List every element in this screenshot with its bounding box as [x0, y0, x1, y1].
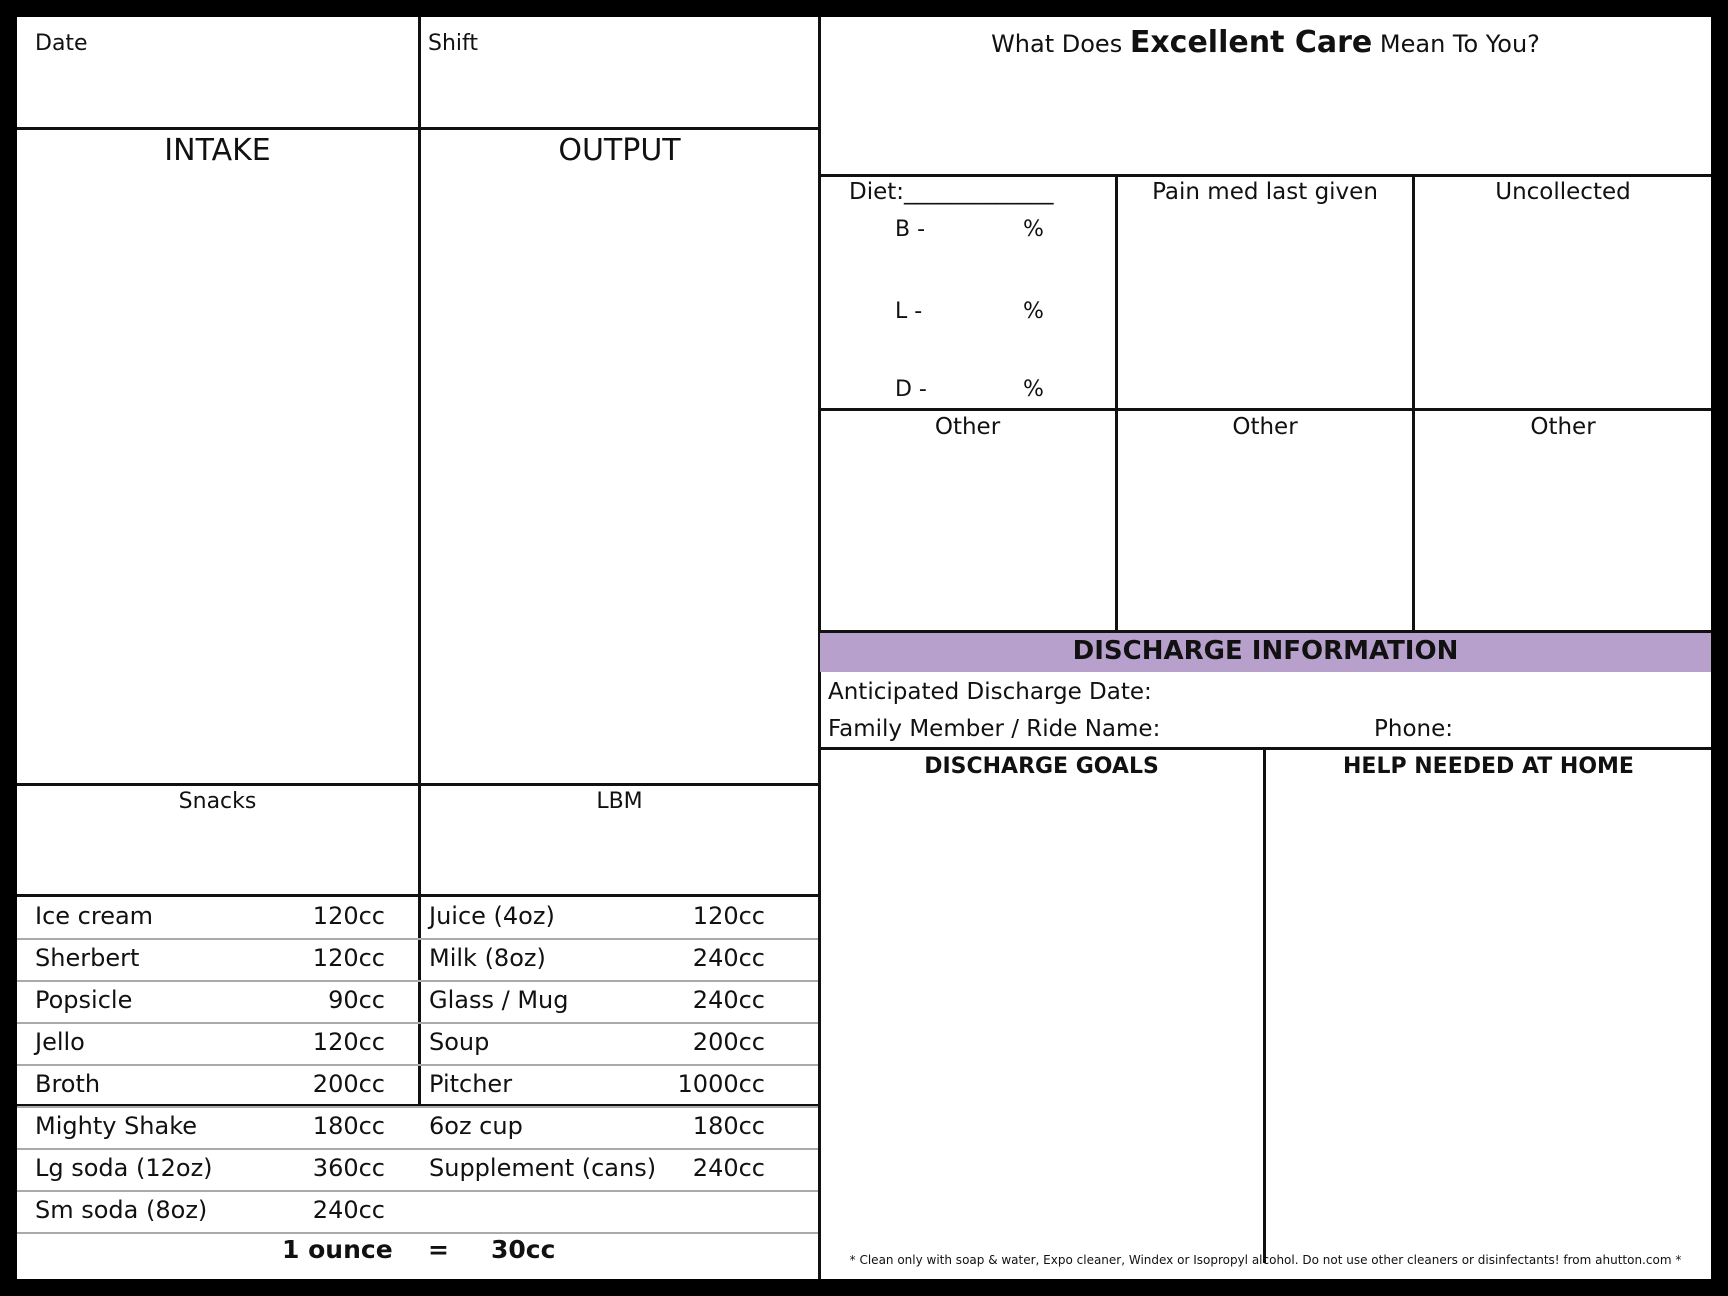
discharge-banner — [820, 633, 1711, 672]
ref-left-item: Sherbert — [35, 944, 140, 972]
ref-right-amount: 120cc — [692, 902, 765, 930]
ref-right-item: Milk (8oz) — [429, 944, 546, 972]
ref-right-amount: 1000cc — [677, 1070, 765, 1098]
row-separator — [17, 1232, 818, 1234]
output-label: OUTPUT — [558, 133, 681, 168]
row-separator — [17, 938, 818, 940]
ref-left-amount: 240cc — [312, 1196, 385, 1224]
date-label: Date — [35, 31, 88, 56]
phone-label: Phone: — [1374, 716, 1453, 742]
snacks-bottom-line — [17, 894, 820, 897]
diet-label: Diet:_____________ — [849, 179, 1054, 205]
ref-right-item: Juice (4oz) — [429, 902, 555, 930]
care-suffix: Mean To You? — [1372, 30, 1540, 58]
ref-left-item: Ice cream — [35, 902, 154, 930]
ref-left-item: Jello — [35, 1028, 85, 1056]
pain-med-label: Pain med last given — [1152, 179, 1378, 205]
ref-left-item: Popsicle — [35, 986, 133, 1014]
left-vertical-divider — [418, 17, 421, 1105]
diet-meal-letter: B - — [895, 217, 926, 242]
cleaning-footer-note: * Clean only with soap & water, Expo cle… — [849, 1253, 1682, 1267]
row-separator — [17, 1190, 818, 1192]
boxes-bottom-line — [820, 630, 1711, 633]
ref-left-amount: 90cc — [328, 986, 385, 1014]
center-divider — [818, 17, 821, 1279]
other-label-1: Other — [934, 414, 1001, 440]
discharge-title: DISCHARGE INFORMATION — [1072, 636, 1459, 666]
box-divider-2 — [1412, 174, 1415, 632]
row-separator — [17, 1022, 818, 1024]
ref-right-item: Supplement (cans) — [429, 1154, 657, 1182]
care-emphasis: Excellent Care — [1129, 25, 1373, 60]
ref-right-amount: 180cc — [692, 1112, 765, 1140]
care-question: What Does Excellent Care Mean To You? — [820, 25, 1711, 60]
other-label-3: Other — [1530, 414, 1596, 440]
ref-left-item: Broth — [35, 1070, 101, 1098]
ref-right-amount: 240cc — [692, 986, 765, 1014]
care-bottom-line — [820, 174, 1711, 177]
conversion-cc: 30cc — [491, 1235, 556, 1264]
row-separator — [17, 1064, 818, 1066]
ref-right-amount: 240cc — [692, 944, 765, 972]
ref-left-amount: 200cc — [312, 1070, 385, 1098]
ref-left-item: Lg soda (12oz) — [35, 1154, 213, 1182]
ref-left-amount: 120cc — [312, 902, 385, 930]
care-prefix: What Does — [991, 30, 1130, 58]
shift-label: Shift — [428, 31, 479, 56]
ref-right-item: Pitcher — [429, 1070, 513, 1098]
intake-label: INTAKE — [164, 133, 271, 168]
diet-meal-percent: % — [1023, 217, 1044, 242]
goals-help-divider — [1263, 747, 1266, 1263]
row-separator — [17, 1148, 818, 1150]
ref-left-amount: 360cc — [312, 1154, 385, 1182]
ref-left-amount: 180cc — [312, 1112, 385, 1140]
ref-right-item: Glass / Mug — [429, 986, 569, 1014]
ref-right-item: 6oz cup — [429, 1112, 523, 1140]
help-needed-label: HELP NEEDED AT HOME — [1343, 754, 1634, 779]
diet-meal-letter: L - — [895, 299, 923, 324]
discharge-goals-label: DISCHARGE GOALS — [924, 754, 1159, 779]
diet-meal-percent: % — [1023, 299, 1044, 324]
conversion-ounce: 1 ounce — [282, 1235, 393, 1264]
snacks-label: Snacks — [178, 789, 257, 814]
discharge-date-label: Anticipated Discharge Date: — [828, 679, 1152, 705]
uncollected-label: Uncollected — [1495, 179, 1631, 205]
diet-meal-percent: % — [1023, 377, 1044, 402]
conversion-equals: = — [428, 1235, 449, 1264]
ref-right-amount: 240cc — [692, 1154, 765, 1182]
ref-left-amount: 120cc — [312, 1028, 385, 1056]
header-bottom-line — [17, 127, 820, 130]
box-divider-1 — [1115, 174, 1118, 632]
ref-left-item: Sm soda (8oz) — [35, 1196, 208, 1224]
ref-left-amount: 120cc — [312, 944, 385, 972]
other-label-2: Other — [1232, 414, 1298, 440]
ref-left-item: Mighty Shake — [35, 1112, 198, 1140]
ref-right-amount: 200cc — [692, 1028, 765, 1056]
whiteboard: Date Shift INTAKE OUTPUT Snacks LBM Ice … — [17, 17, 1711, 1279]
diet-meal-letter: D - — [895, 377, 927, 402]
row-separator — [17, 1106, 818, 1108]
boxes-middle-line — [820, 408, 1711, 411]
family-member-label: Family Member / Ride Name: — [828, 716, 1161, 742]
intake-bottom-line — [17, 783, 820, 786]
reference-bottom-line — [17, 1104, 820, 1106]
lbm-label: LBM — [596, 789, 643, 814]
row-separator — [17, 980, 818, 982]
ref-right-item: Soup — [429, 1028, 490, 1056]
